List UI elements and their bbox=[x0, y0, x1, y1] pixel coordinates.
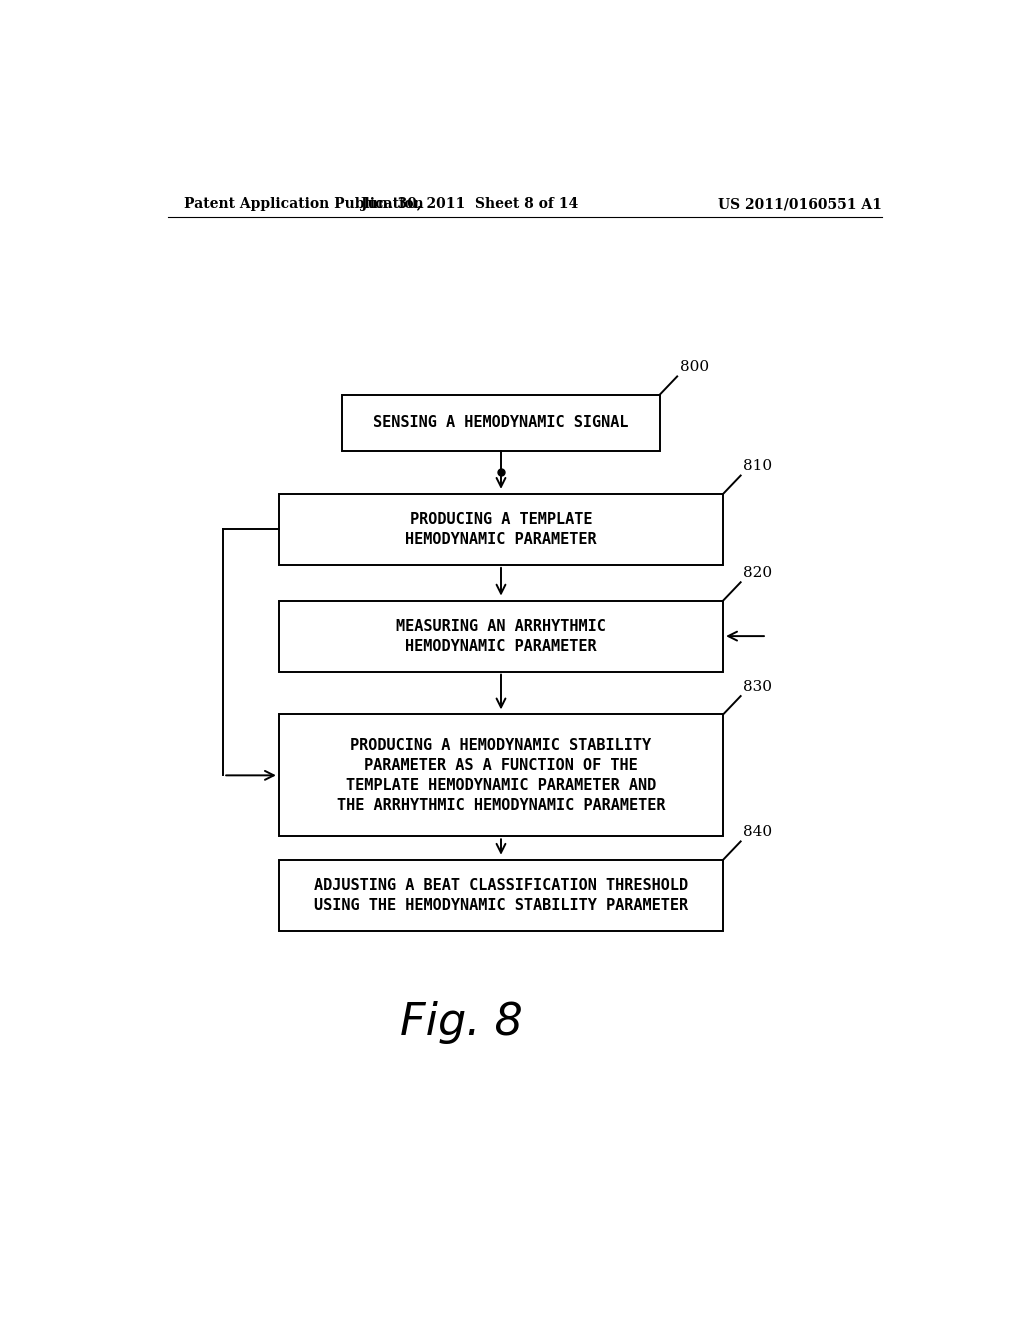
Bar bbox=[279, 601, 723, 672]
Text: 800: 800 bbox=[680, 360, 709, 375]
Text: ADJUSTING A BEAT CLASSIFICATION THRESHOLD
USING THE HEMODYNAMIC STABILITY PARAME: ADJUSTING A BEAT CLASSIFICATION THRESHOL… bbox=[314, 878, 688, 912]
Text: US 2011/0160551 A1: US 2011/0160551 A1 bbox=[718, 197, 882, 211]
Text: PRODUCING A TEMPLATE
HEMODYNAMIC PARAMETER: PRODUCING A TEMPLATE HEMODYNAMIC PARAMET… bbox=[406, 512, 597, 546]
Bar bbox=[279, 714, 723, 837]
Text: 830: 830 bbox=[743, 680, 772, 694]
Text: Fig. 8: Fig. 8 bbox=[400, 1001, 522, 1044]
Text: SENSING A HEMODYNAMIC SIGNAL: SENSING A HEMODYNAMIC SIGNAL bbox=[373, 416, 629, 430]
Text: Patent Application Publication: Patent Application Publication bbox=[183, 197, 423, 211]
Bar bbox=[279, 494, 723, 565]
Text: MEASURING AN ARRHYTHMIC
HEMODYNAMIC PARAMETER: MEASURING AN ARRHYTHMIC HEMODYNAMIC PARA… bbox=[396, 619, 606, 653]
Text: Jun. 30, 2011  Sheet 8 of 14: Jun. 30, 2011 Sheet 8 of 14 bbox=[360, 197, 578, 211]
Bar bbox=[342, 395, 659, 450]
Bar bbox=[279, 859, 723, 931]
Text: 810: 810 bbox=[743, 459, 772, 474]
Text: 840: 840 bbox=[743, 825, 772, 840]
Text: 820: 820 bbox=[743, 566, 772, 581]
Text: PRODUCING A HEMODYNAMIC STABILITY
PARAMETER AS A FUNCTION OF THE
TEMPLATE HEMODY: PRODUCING A HEMODYNAMIC STABILITY PARAME… bbox=[337, 738, 666, 813]
